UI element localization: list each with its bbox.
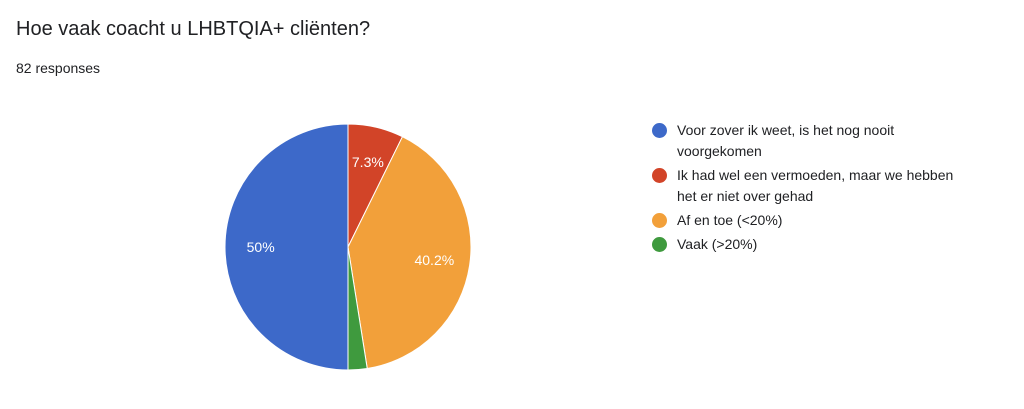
pie-slice xyxy=(347,136,472,370)
chart-legend: Voor zover ik weet, is het nog nooit voo… xyxy=(652,120,992,258)
legend-item: Vaak (>20%) xyxy=(652,234,992,255)
legend-item: Af en toe (<20%) xyxy=(652,210,992,231)
slice-value-label: 7.3% xyxy=(352,154,384,170)
pie-slice xyxy=(347,246,368,371)
legend-label: Vaak (>20%) xyxy=(677,236,758,252)
legend-swatch xyxy=(652,213,667,228)
legend-swatch xyxy=(652,168,667,183)
slice-value-label: 40.2% xyxy=(414,252,454,268)
response-count: 82 responses xyxy=(16,60,101,76)
pie-slice xyxy=(224,123,349,371)
legend-item: Ik had wel een vermoeden, maar we hebben… xyxy=(652,165,992,207)
legend-swatch xyxy=(652,237,667,252)
chart-title: Hoe vaak coacht u LHBTQIA+ cliënten? xyxy=(16,18,371,40)
slice-value-label: 50% xyxy=(247,239,275,255)
legend-label: Ik had wel een vermoeden, maar we hebben… xyxy=(677,167,954,204)
legend-swatch xyxy=(652,123,667,138)
legend-item: Voor zover ik weet, is het nog nooit voo… xyxy=(652,120,992,162)
legend-label: Af en toe (<20%) xyxy=(677,212,783,228)
legend-label: Voor zover ik weet, is het nog nooit voo… xyxy=(677,122,895,159)
